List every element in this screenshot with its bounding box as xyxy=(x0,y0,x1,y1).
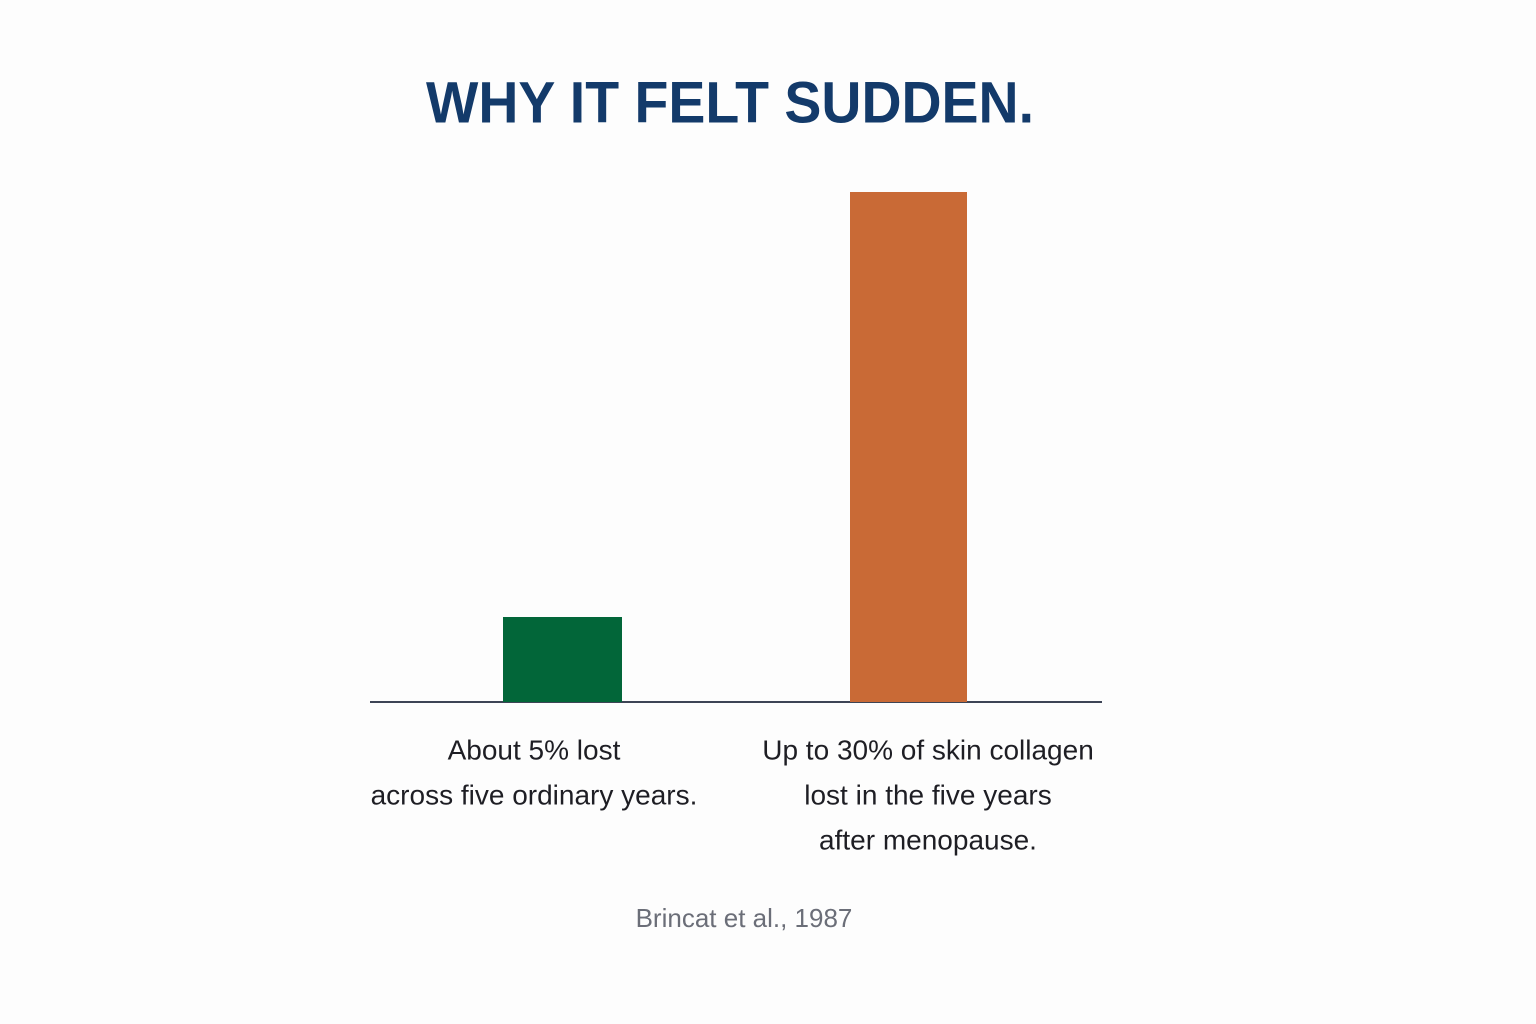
bar xyxy=(850,192,967,702)
source-note: Brincat et al., 1987 xyxy=(636,903,853,933)
category-label: About 5% lost xyxy=(448,734,621,765)
bar xyxy=(503,617,622,702)
category-label: across five ordinary years. xyxy=(371,779,698,810)
category-label: after menopause. xyxy=(819,824,1037,855)
category-label: lost in the five years xyxy=(804,779,1051,810)
chart-title: WHY IT FELT SUDDEN. xyxy=(426,70,1034,135)
category-label: Up to 30% of skin collagen xyxy=(762,734,1094,765)
